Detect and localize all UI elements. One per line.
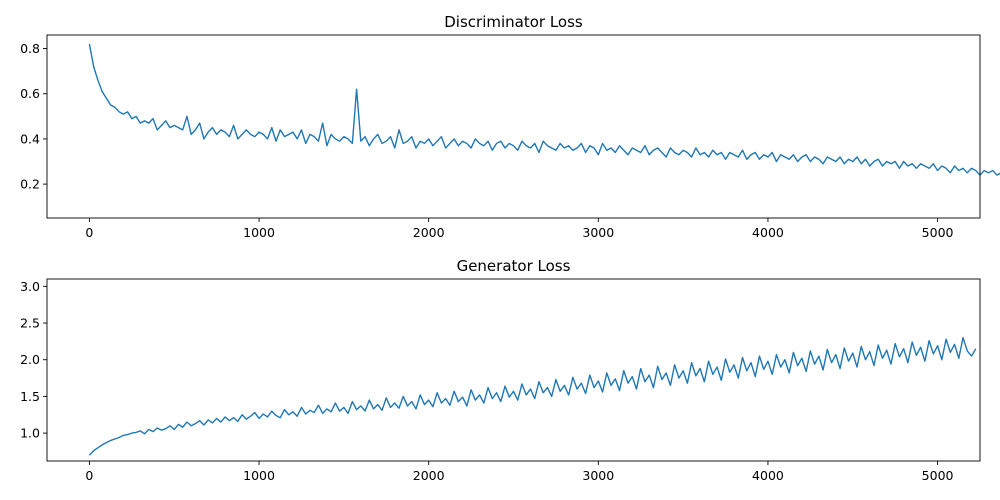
- generator-chart-title: Generator Loss: [457, 257, 571, 275]
- discriminator-y-tick-label: 0.8: [20, 41, 40, 56]
- discriminator-x-tick-label: 4000: [752, 225, 784, 240]
- generator-loss-line: [88, 337, 977, 456]
- discriminator-x-tick-label: 5000: [922, 225, 954, 240]
- discriminator-loss-line: [88, 43, 1000, 176]
- generator-loss-axes: Generator Loss 0 1000 2000 3000 4000 5000 1.0 1.…: [20, 257, 981, 483]
- generator-y-tick-label: 2.5: [20, 316, 40, 331]
- discriminator-y-tick-label: 0.4: [20, 131, 40, 146]
- generator-y-tick-label: 1.0: [20, 426, 40, 441]
- generator-y-tick-label: 1.5: [20, 389, 40, 404]
- generator-x-tick-label: 4000: [752, 468, 784, 483]
- discriminator-x-tick-label: 1000: [243, 225, 275, 240]
- discriminator-chart-title: Discriminator Loss: [444, 13, 583, 31]
- generator-axes-frame: [46, 278, 981, 462]
- discriminator-y-tick-label: 0.2: [20, 177, 40, 192]
- discriminator-axes-frame: [46, 34, 981, 219]
- generator-x-tick-label: 3000: [582, 468, 614, 483]
- discriminator-loss-axes: Discriminator Loss 0 1000 2000 3000 4000 5000 0…: [20, 13, 1000, 240]
- generator-x-tick-label: 5000: [922, 468, 954, 483]
- generator-y-tick-label: 3.0: [20, 279, 40, 294]
- generator-x-tick-label: 2000: [413, 468, 445, 483]
- discriminator-x-tick-label: 0: [85, 225, 93, 240]
- generator-x-tick-label: 0: [85, 468, 93, 483]
- discriminator-x-tick-label: 2000: [413, 225, 445, 240]
- discriminator-y-tick-label: 0.6: [20, 86, 40, 101]
- discriminator-x-tick-label: 3000: [582, 225, 614, 240]
- generator-y-tick-label: 2.0: [20, 352, 40, 367]
- generator-x-tick-label: 1000: [243, 468, 275, 483]
